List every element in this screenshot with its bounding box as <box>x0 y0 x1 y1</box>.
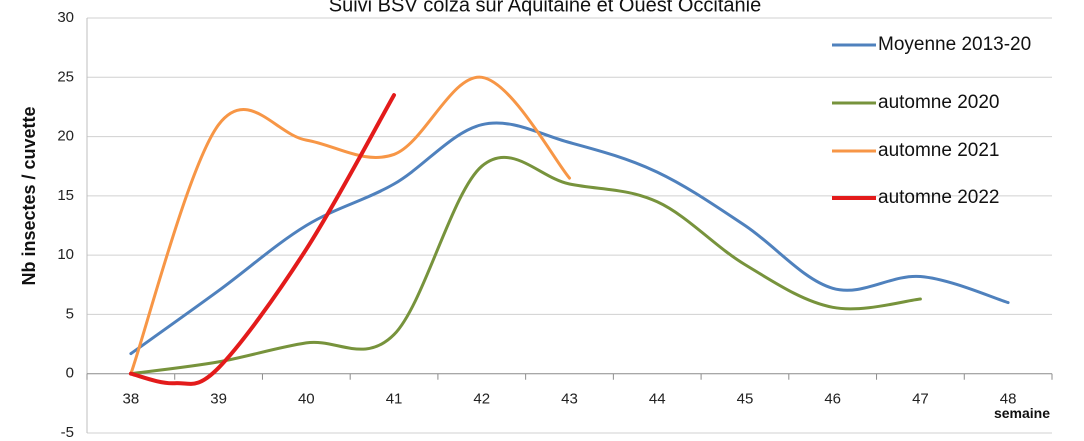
y-tick-label: 10 <box>57 246 74 263</box>
x-tick-label: 45 <box>737 391 754 408</box>
y-tick-label: 0 <box>66 365 74 382</box>
series-line-automne-2022 <box>128 93 396 386</box>
y-tick-labels: -5 0 5 10 15 20 25 30 <box>57 9 74 441</box>
x-tick-label: 44 <box>649 391 666 408</box>
series-line-moyenne-2013-20 <box>129 121 1010 356</box>
x-axis-label: semaine <box>994 405 1050 421</box>
x-tick-label: 38 <box>123 391 140 408</box>
x-tick-label: 40 <box>298 391 315 408</box>
y-axis-label: Nb insectes / cuvette <box>19 106 39 285</box>
x-tick-label: 42 <box>473 391 490 408</box>
legend-label-automne-2022: automne 2022 <box>878 187 1000 208</box>
x-tick-label: 39 <box>210 391 227 408</box>
legend: Moyenne 2013-20 automne 2020 automne 2021 a… <box>832 34 1031 208</box>
y-tick-label: 5 <box>66 305 74 322</box>
legend-label-automne-2021: automne 2021 <box>878 140 1000 161</box>
y-tick-label: 30 <box>57 9 74 26</box>
y-tick-label: 25 <box>57 68 74 85</box>
y-tick-label: 20 <box>57 128 74 145</box>
chart-title: Suivi BSV colza sur Aquitaine et Ouest O… <box>329 0 761 16</box>
series-lines <box>128 75 1010 386</box>
x-tick-label: 46 <box>824 391 841 408</box>
series-line-automne-2020 <box>129 155 922 376</box>
legend-label-automne-2020: automne 2020 <box>878 92 1000 113</box>
x-tick-label: 43 <box>561 391 578 408</box>
legend-label-moyenne-2013-20: Moyenne 2013-20 <box>878 34 1031 55</box>
x-axis: 38 39 40 41 42 43 44 45 46 47 48 <box>86 373 1053 408</box>
y-tick-label: -5 <box>61 424 74 441</box>
x-tick-label: 48 <box>1000 391 1017 408</box>
x-tick-label: 41 <box>386 391 403 408</box>
y-tick-label: 15 <box>57 187 74 204</box>
series-line-automne-2021 <box>129 75 571 376</box>
gridlines <box>86 17 1052 434</box>
x-tick-label: 47 <box>912 391 929 408</box>
